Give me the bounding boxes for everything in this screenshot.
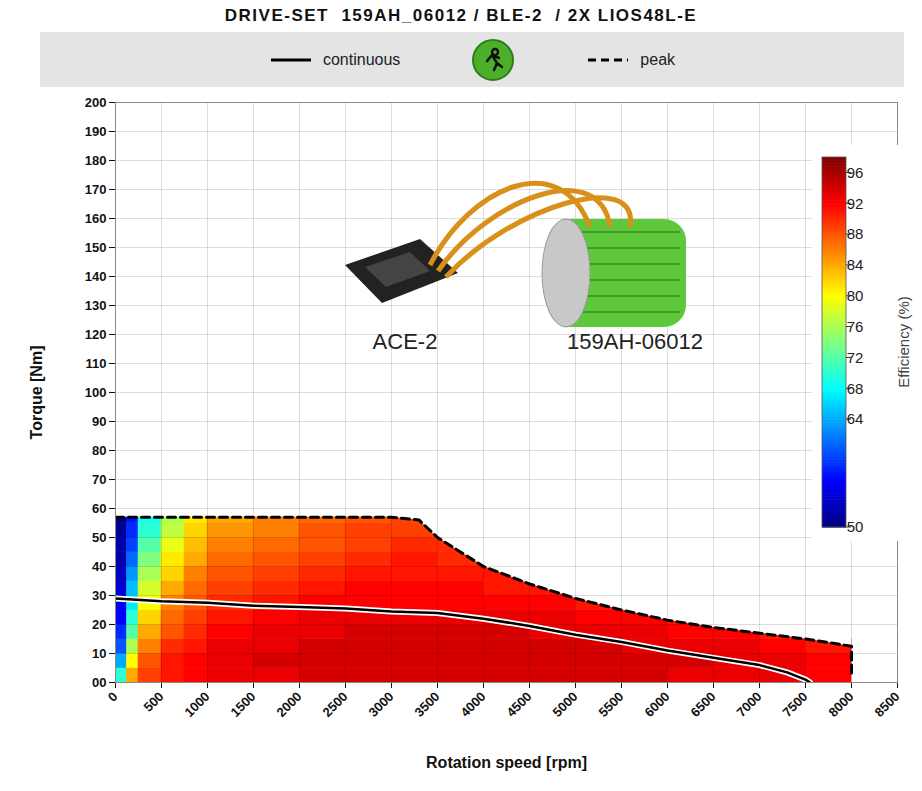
svg-text:7500: 7500 [780,689,811,720]
html-text:DRIVE-SET 159AH_06012 / BLE-2: DRIVE-SET 159AH_06012 / BLE-2 / 2X LIOS4… [224,6,698,25]
svg-text:Rotation speed [rpm]: Rotation speed [rpm] [426,754,587,771]
svg-text:3000: 3000 [366,689,397,720]
svg-text:50: 50 [847,518,864,535]
svg-text:40: 40 [92,559,106,574]
html-text:peak: peak [640,50,675,68]
svg-text:92: 92 [847,195,864,212]
svg-text:130: 130 [85,298,107,313]
svg-text:72: 72 [847,349,864,366]
svg-text:80: 80 [847,287,864,304]
svg-text:100: 100 [85,385,107,400]
svg-text:500: 500 [141,689,167,715]
svg-text:20: 20 [92,617,106,632]
svg-text:190: 190 [85,124,107,139]
svg-text:150: 150 [85,240,107,255]
svg-text:159AH-06012: 159AH-06012 [567,329,703,354]
svg-text:1500: 1500 [228,689,259,720]
svg-text:8500: 8500 [872,689,903,720]
svg-text:5000: 5000 [550,689,581,720]
svg-text:120: 120 [85,327,107,342]
svg-text:00: 00 [92,675,106,690]
svg-text:0: 0 [105,689,121,705]
svg-text:2500: 2500 [320,689,351,720]
svg-text:6000: 6000 [642,689,673,720]
svg-text:4000: 4000 [458,689,489,720]
html-text:continuous: continuous [323,50,401,68]
svg-text:3500: 3500 [412,689,443,720]
svg-text:60: 60 [92,501,106,516]
svg-text:30: 30 [92,588,106,603]
svg-text:170: 170 [85,182,107,197]
svg-text:90: 90 [92,414,106,429]
svg-text:64: 64 [847,410,864,427]
svg-text:200: 200 [85,95,107,110]
svg-text:8000: 8000 [826,689,857,720]
svg-text:5500: 5500 [596,689,627,720]
svg-text:50: 50 [92,530,106,545]
svg-text:Efficiency (%): Efficiency (%) [895,296,912,387]
svg-text:Torque [Nm]: Torque [Nm] [28,346,45,440]
svg-text:10: 10 [92,646,106,661]
svg-text:7000: 7000 [734,689,765,720]
svg-text:88: 88 [847,225,864,242]
svg-text:160: 160 [85,211,107,226]
svg-text:6500: 6500 [688,689,719,720]
svg-text:80: 80 [92,443,106,458]
svg-text:ACE-2: ACE-2 [373,329,438,354]
svg-text:70: 70 [92,472,106,487]
svg-text:4500: 4500 [504,689,535,720]
svg-text:84: 84 [847,256,864,273]
svg-text:180: 180 [85,153,107,168]
svg-text:96: 96 [847,164,864,181]
svg-text:2000: 2000 [274,689,305,720]
svg-text:68: 68 [847,380,864,397]
svg-text:110: 110 [86,356,107,371]
svg-text:76: 76 [847,318,864,335]
svg-text:1000: 1000 [182,689,213,720]
svg-text:140: 140 [85,269,107,284]
